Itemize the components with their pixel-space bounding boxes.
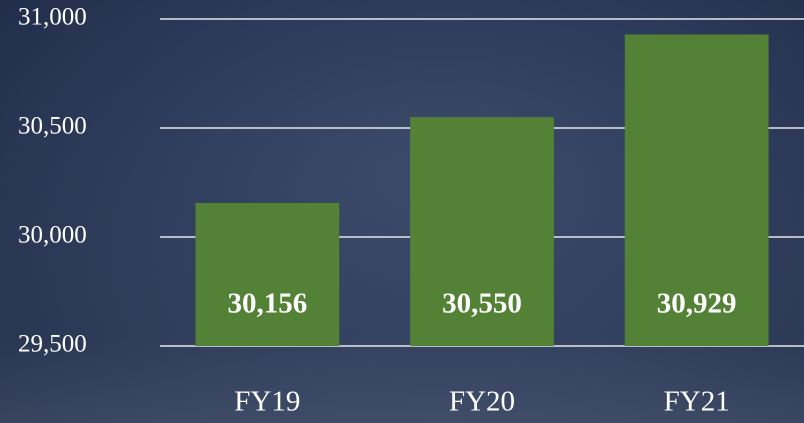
value-label: 30,156: [227, 288, 307, 320]
y-tick-label: 29,500: [18, 331, 87, 358]
bar: [195, 202, 340, 346]
y-tick-label: 30,500: [18, 113, 87, 140]
y-tick-label: 31,000: [18, 4, 87, 31]
bar: [624, 34, 769, 347]
bar: [410, 117, 554, 346]
value-label: 30,929: [657, 288, 737, 320]
value-label: 30,550: [442, 288, 522, 320]
x-tick-label: FY19: [234, 386, 300, 418]
x-tick-label: FY20: [449, 386, 515, 418]
x-tick-label: FY21: [664, 386, 730, 418]
y-tick-label: 30,000: [18, 222, 87, 249]
